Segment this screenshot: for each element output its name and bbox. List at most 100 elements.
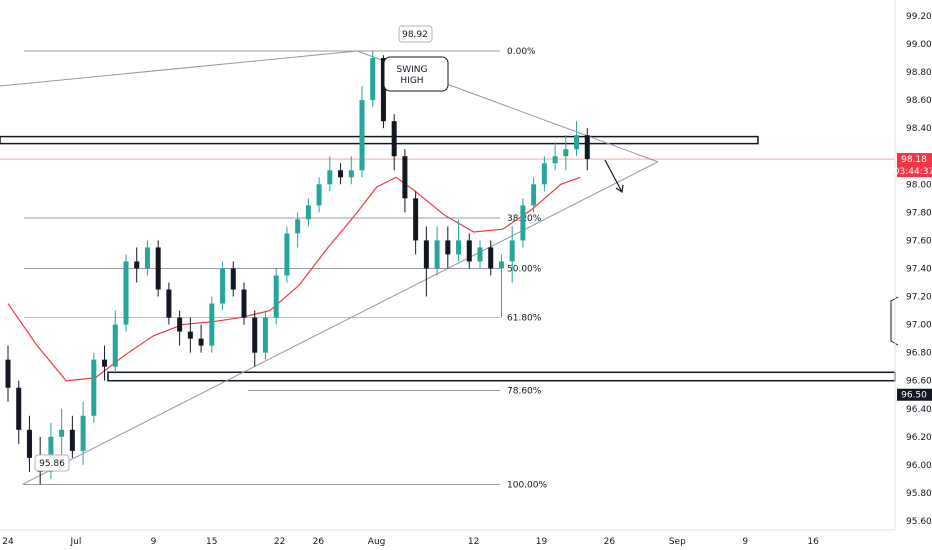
candle [284, 226, 290, 283]
candle [144, 240, 150, 276]
candle-body [456, 240, 462, 255]
swing-high-callout[interactable]: SWING HIGH [383, 56, 449, 92]
triangle-pattern[interactable] [0, 50, 659, 485]
candle [91, 352, 97, 423]
candle-body [59, 429, 65, 437]
candle-body [273, 275, 279, 318]
candle-body [209, 303, 215, 346]
candle-body [91, 359, 97, 416]
x-tick-label: 9 [742, 537, 748, 547]
candle [456, 219, 462, 262]
y-tick-label: 98.60 [906, 96, 932, 106]
triangle-lower-line [21, 161, 659, 485]
candle-body [305, 205, 311, 220]
candle-body [380, 58, 386, 122]
candle [102, 345, 108, 381]
candle-body [112, 324, 118, 367]
candle-body [262, 317, 268, 353]
candle [123, 254, 129, 332]
down-arrow [604, 159, 624, 194]
x-tick-label: 12 [468, 537, 479, 547]
candle [134, 247, 140, 283]
fib-label: 78.60% [507, 387, 542, 397]
candle-body [584, 135, 590, 160]
annotations[interactable]: SWING HIGH 98.92 95.86 [34, 25, 899, 472]
candle-body [327, 170, 333, 185]
y-tick-label: 96.60 [906, 377, 932, 387]
candle [198, 324, 204, 353]
candle [305, 198, 311, 227]
candle-body [144, 247, 150, 269]
y-tick-label: 99.00 [906, 40, 932, 50]
svg-text:96.50: 96.50 [901, 391, 927, 401]
swing-low-price-label: 95.86 [34, 454, 70, 472]
candle-body [102, 359, 108, 367]
candle-body [391, 121, 397, 157]
candle-body [69, 429, 75, 451]
candle-body [466, 240, 472, 262]
candle-body [48, 436, 54, 472]
x-tick-label: 26 [313, 537, 325, 547]
candle [327, 156, 333, 192]
candle-body [252, 317, 258, 353]
svg-text:95.86: 95.86 [39, 459, 65, 469]
candle-body [198, 338, 204, 346]
x-tick-label: 15 [206, 537, 217, 547]
swing-high-text-1: SWING [397, 65, 428, 75]
candle [177, 310, 183, 346]
candle-body [552, 156, 558, 164]
candle-body [423, 240, 429, 269]
candle-body [477, 247, 483, 262]
candle [434, 226, 440, 276]
y-tick-label: 97.20 [906, 293, 932, 303]
candle-body [316, 184, 322, 206]
candle [498, 254, 504, 318]
y-tick-label: 96.00 [906, 461, 932, 471]
candle [155, 240, 161, 297]
triangle-ray-line [0, 50, 358, 87]
candle-body [563, 149, 569, 157]
candle [541, 156, 547, 192]
y-tick-label: 97.60 [906, 236, 932, 246]
candle [80, 401, 86, 465]
candle-body [338, 170, 344, 178]
candle [69, 415, 75, 458]
candle [402, 149, 408, 213]
candle-body [509, 240, 515, 262]
candle [316, 177, 322, 213]
candle-body [177, 317, 183, 332]
candle-body [488, 247, 494, 269]
candle [359, 86, 365, 178]
candle [338, 163, 344, 185]
y-tick-label: 97.00 [906, 321, 932, 331]
candle [348, 156, 354, 185]
x-tick-label: Jul [69, 537, 81, 547]
candle-body [134, 261, 140, 269]
candle [391, 114, 397, 171]
candle [574, 121, 580, 157]
candle [295, 212, 301, 248]
candle-body [80, 415, 86, 451]
candle [252, 310, 258, 367]
candle-body [155, 247, 161, 290]
candle-body [445, 240, 451, 255]
candle-body [241, 289, 247, 318]
candle [552, 142, 558, 171]
y-tick-label: 98.80 [906, 68, 932, 78]
candle-body [5, 359, 11, 388]
fib-label: 0.00% [507, 47, 536, 57]
y-tick-label: 98.40 [906, 124, 932, 134]
candle [209, 296, 215, 353]
svg-text:98.18: 98.18 [901, 155, 927, 165]
candle [477, 240, 483, 269]
candle [230, 261, 236, 297]
candle-body [498, 261, 504, 269]
candle [466, 233, 472, 269]
x-tick-label: 19 [536, 537, 548, 547]
swing-high-text-2: HIGH [400, 76, 423, 86]
moving-average [7, 176, 581, 382]
ma-line [7, 176, 581, 382]
candle [112, 310, 118, 374]
